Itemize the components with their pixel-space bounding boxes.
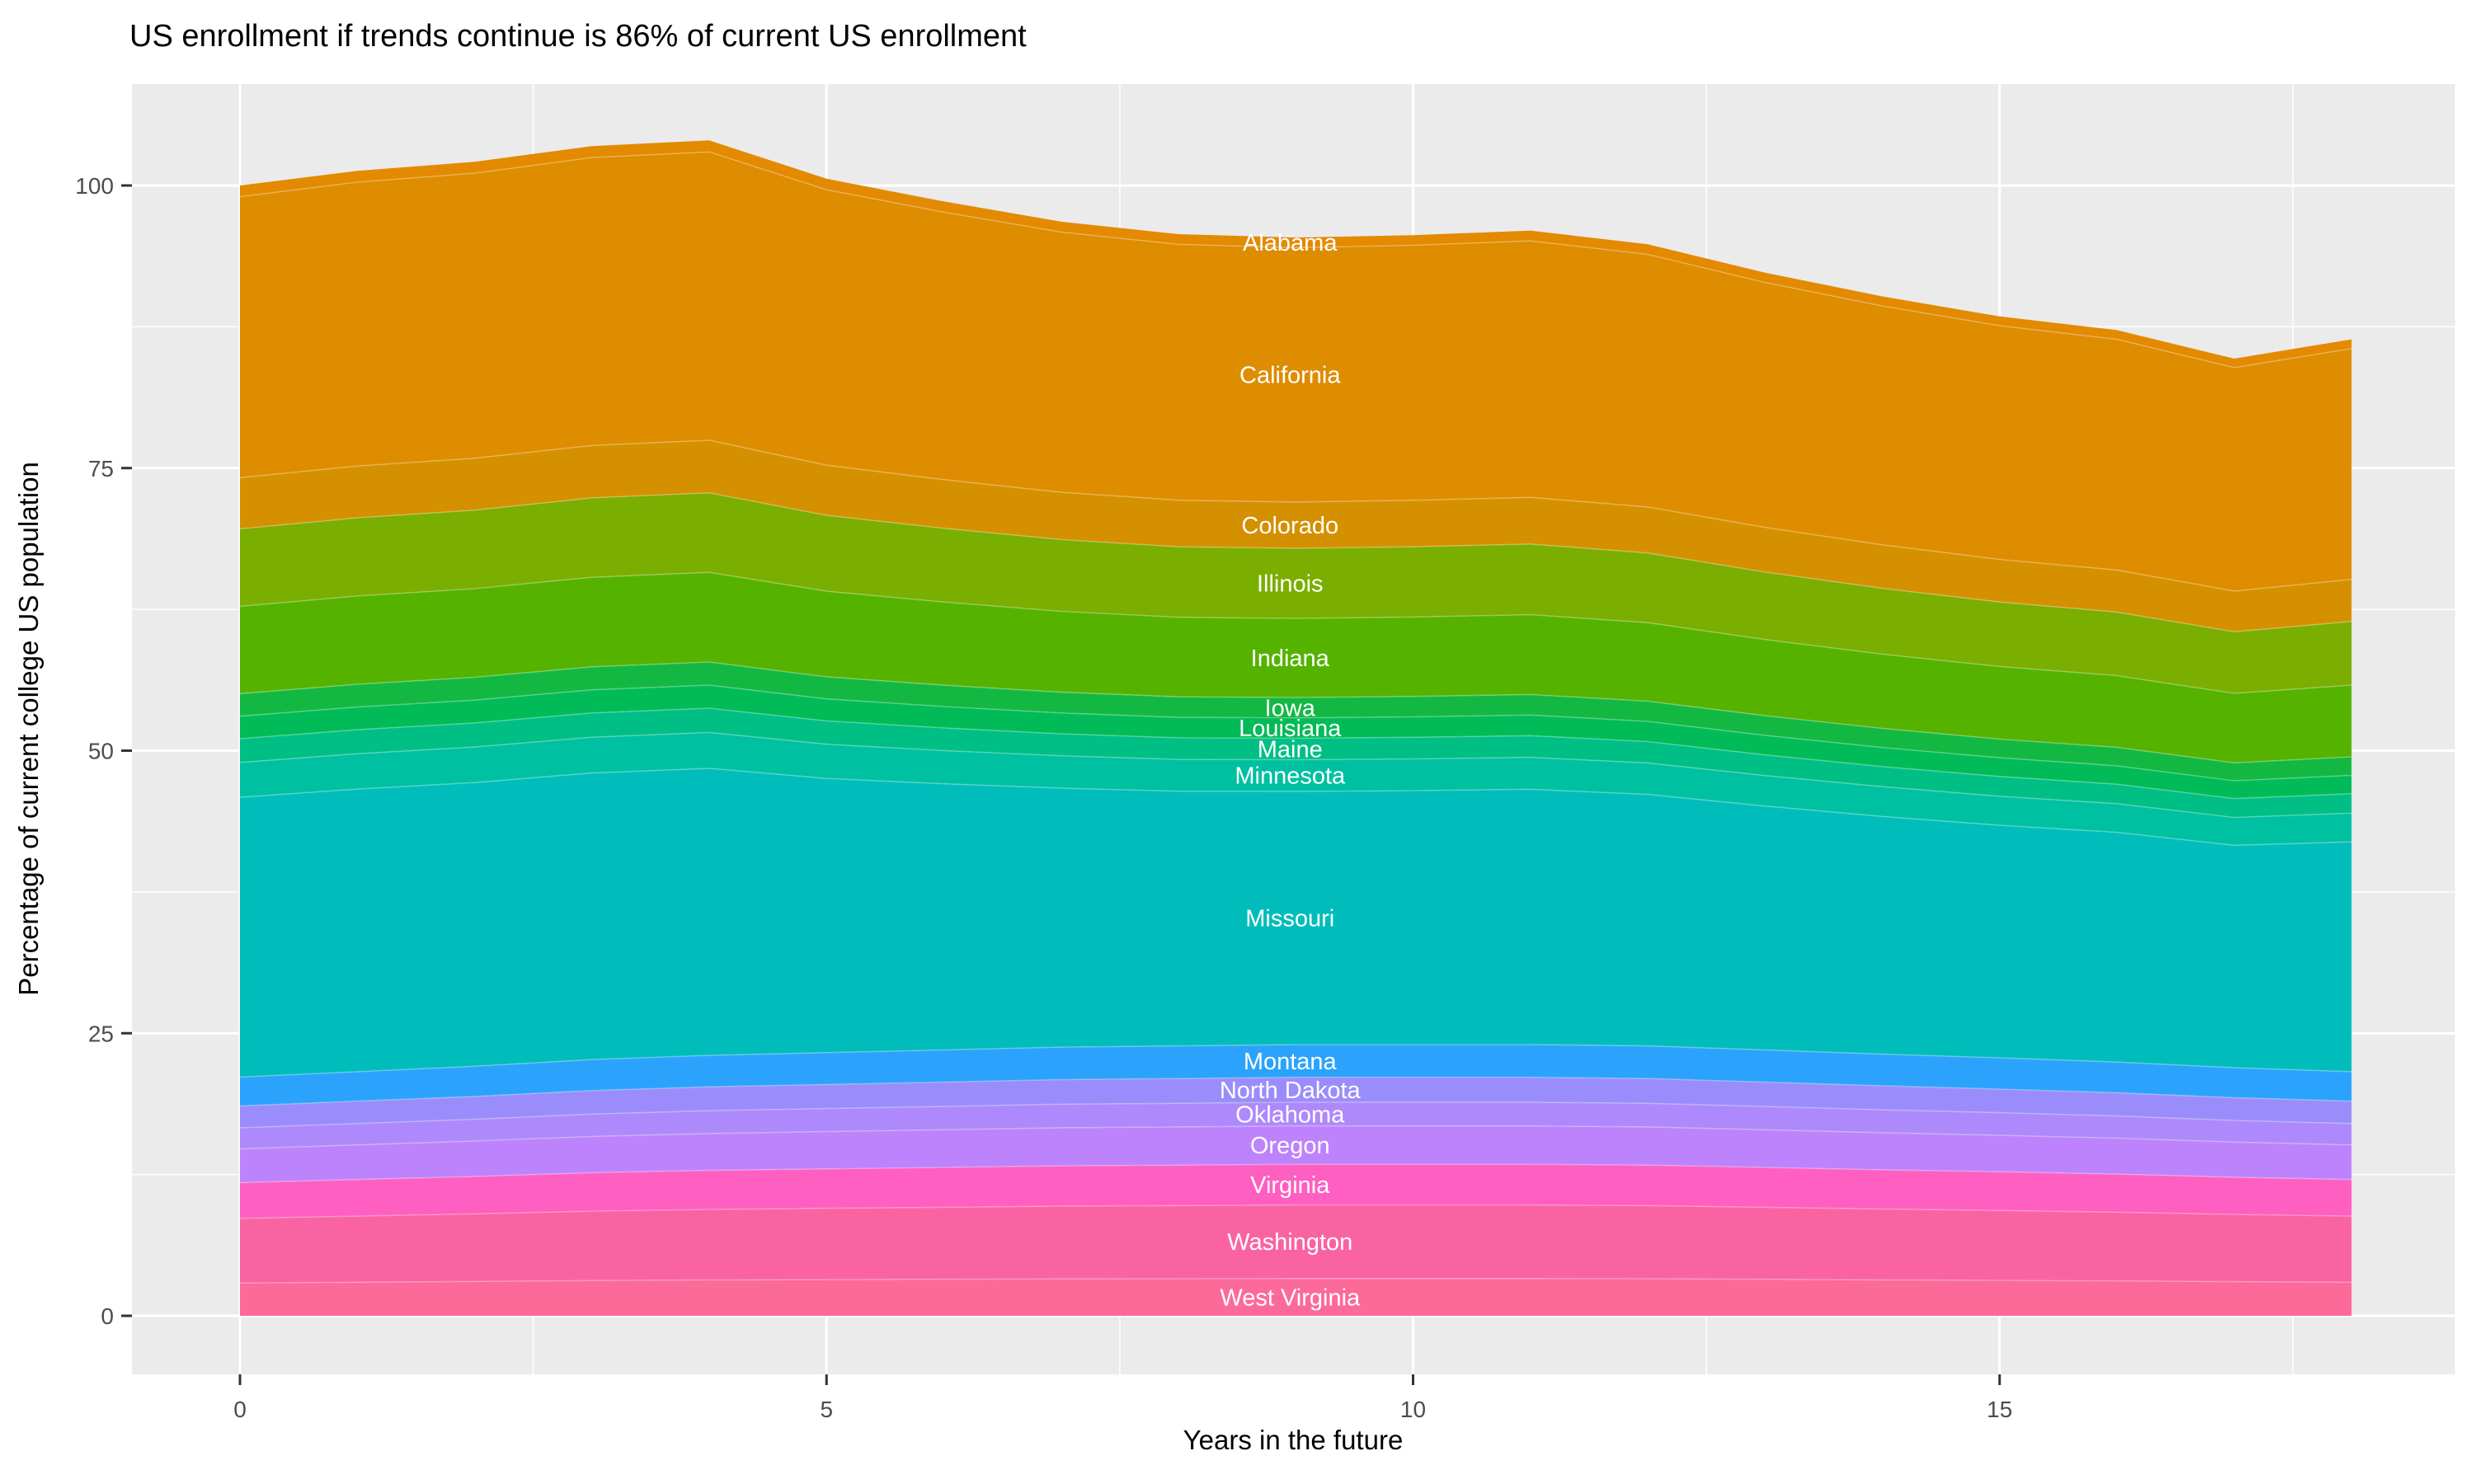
x-tick-label: 0 <box>233 1397 247 1422</box>
area-band-north-dakota <box>240 1077 2352 1128</box>
y-axis-title: Percentage of current college US populat… <box>13 462 44 996</box>
x-axis-title: Years in the future <box>1183 1425 1404 1455</box>
band-seam <box>239 707 2352 800</box>
state-label-louisiana: Louisiana <box>1239 716 1342 742</box>
band-seam <box>239 1278 2352 1284</box>
state-label-oklahoma: Oklahoma <box>1235 1101 1345 1128</box>
band-seam <box>239 1044 2352 1078</box>
state-label-missouri: Missouri <box>1245 905 1334 932</box>
state-label-minnesota: Minnesota <box>1235 763 1346 790</box>
area-band-montana <box>240 1045 2352 1106</box>
band-seam <box>239 1163 2352 1184</box>
state-label-illinois: Illinois <box>1257 571 1324 598</box>
area-band-washington <box>240 1205 2352 1284</box>
area-band-colorado <box>240 440 2352 632</box>
band-seam <box>239 661 2352 764</box>
state-label-virginia: Virginia <box>1250 1172 1330 1199</box>
y-tick-label: 100 <box>75 173 114 199</box>
state-labels: West Virginia Washington Virginia Oregon Okl… <box>1220 230 1362 1311</box>
state-label-alabama: Alabama <box>1243 230 1338 256</box>
band-seam <box>239 1101 2352 1129</box>
y-tick-label: 0 <box>101 1303 114 1329</box>
area-band-west-virginia <box>240 1278 2352 1316</box>
band-seam <box>239 571 2352 694</box>
y-tick-label: 50 <box>88 739 114 764</box>
area-band-louisiana <box>240 685 2352 799</box>
state-label-maine: Maine <box>1258 736 1323 763</box>
area-band-minnesota <box>240 732 2352 846</box>
axis-tick-marks <box>121 184 2001 1385</box>
area-band-alabama <box>240 140 2352 368</box>
x-tick-label: 10 <box>1400 1397 1426 1422</box>
state-label-california: California <box>1239 363 1341 389</box>
band-seam <box>239 731 2352 819</box>
band-seam <box>239 491 2352 633</box>
state-label-oregon: Oregon <box>1250 1133 1330 1159</box>
chart-title: US enrollment if trends continue is 86% … <box>129 19 1027 54</box>
area-band-oregon <box>240 1125 2352 1183</box>
state-label-colorado: Colorado <box>1241 513 1338 539</box>
x-tick-label: 5 <box>820 1397 833 1422</box>
band-seam <box>239 151 2352 369</box>
state-label-west-virginia: West Virginia <box>1220 1284 1361 1311</box>
area-band-virginia <box>240 1164 2352 1219</box>
band-seam <box>239 1204 2352 1219</box>
band-boundary-seams <box>239 151 2352 1284</box>
state-label-iowa: Iowa <box>1265 695 1316 721</box>
area-band-oklahoma <box>240 1101 2352 1149</box>
state-label-washington: Washington <box>1227 1229 1352 1256</box>
band-seam <box>239 768 2352 847</box>
state-label-indiana: Indiana <box>1251 646 1330 672</box>
band-seam <box>239 1125 2352 1150</box>
axis-tick-labels: 0 5 10 15 0 25 50 75 100 <box>75 173 2012 1422</box>
y-tick-label: 75 <box>88 456 114 481</box>
area-band-iowa <box>240 662 2352 781</box>
x-tick-label: 15 <box>1987 1397 2012 1422</box>
band-seam <box>239 684 2352 782</box>
area-band-indiana <box>240 572 2352 763</box>
band-seam <box>239 439 2352 592</box>
area-band-missouri <box>240 768 2352 1078</box>
area-band-maine <box>240 708 2352 818</box>
band-seam <box>239 1076 2352 1107</box>
state-label-north-dakota: North Dakota <box>1220 1078 1362 1104</box>
y-tick-label: 25 <box>88 1021 114 1046</box>
area-band-illinois <box>240 492 2352 693</box>
state-label-montana: Montana <box>1244 1049 1338 1075</box>
area-band-california <box>240 152 2352 591</box>
stacked-area-bands <box>240 140 2352 1316</box>
